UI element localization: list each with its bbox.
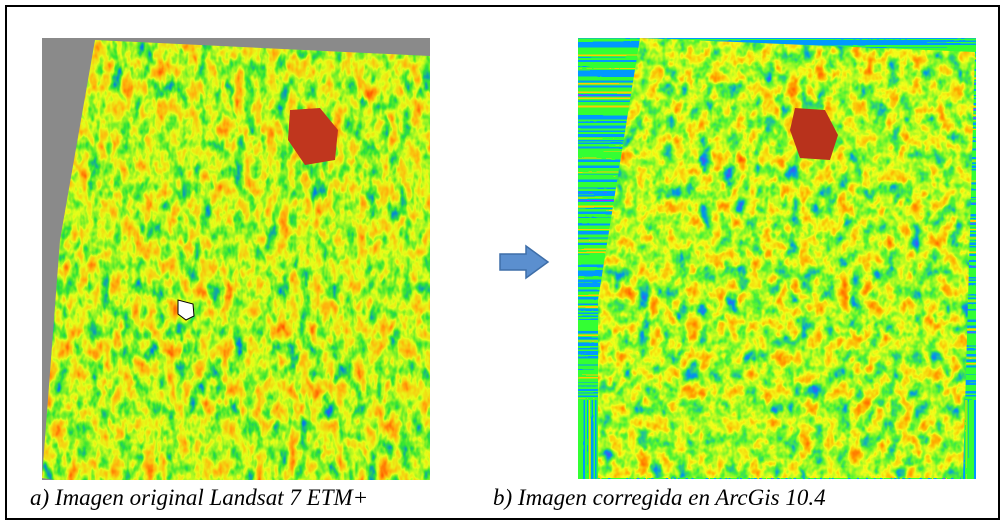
caption-left: a) Imagen original Landsat 7 ETM+ bbox=[30, 485, 368, 510]
figure: a) Imagen original Landsat 7 ETM+ b) Ima… bbox=[0, 0, 1006, 526]
image-corrected bbox=[578, 38, 976, 479]
arrow bbox=[500, 246, 548, 278]
image-original bbox=[42, 38, 430, 480]
page: {"captions": {"left": "a) Imagen origina… bbox=[0, 0, 1006, 526]
caption-right: b) Imagen corregida en ArcGis 10.4 bbox=[493, 485, 826, 510]
